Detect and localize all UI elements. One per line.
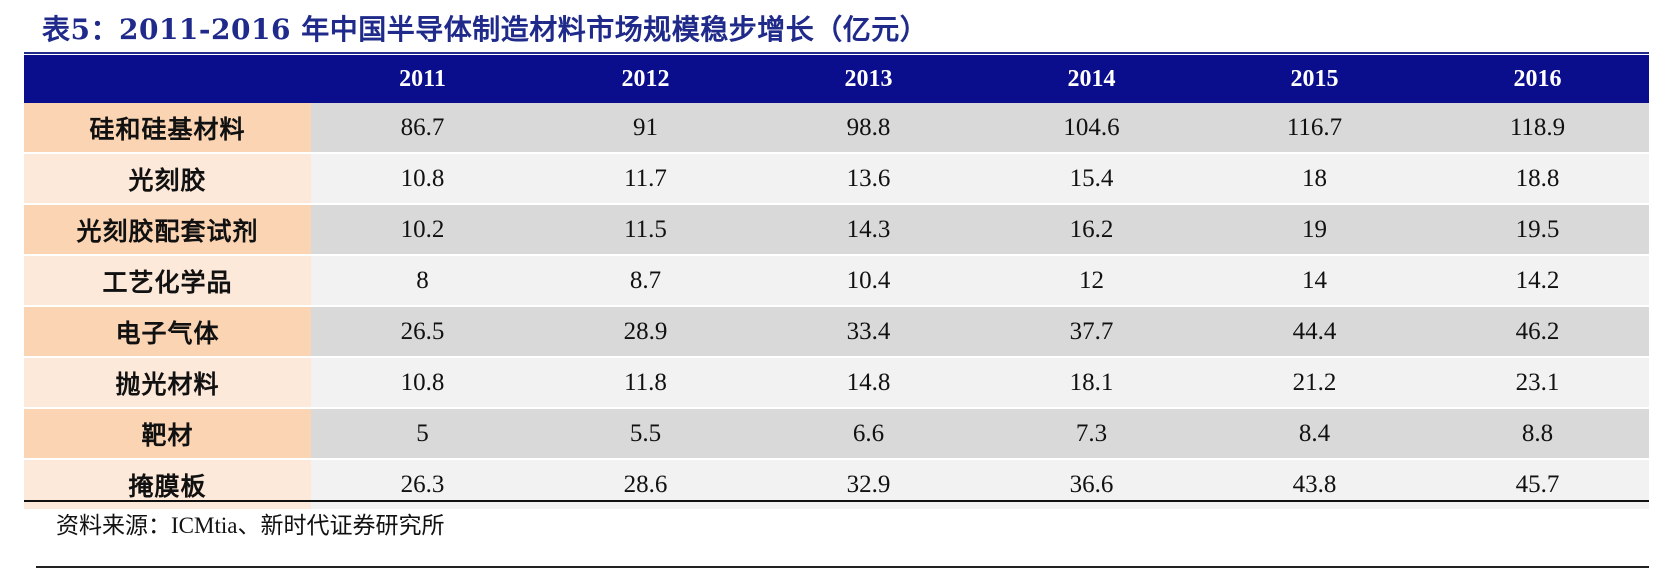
table-cell: 7.3: [980, 408, 1203, 460]
table-cell: 11.5: [534, 204, 757, 256]
table-title: 表5：2011-2016 年中国半导体制造材料市场规模稳步增长（亿元）: [42, 13, 929, 46]
table-cell: 86.7: [311, 103, 534, 154]
table-cell: 33.4: [757, 306, 980, 358]
table-bottom-rule: [24, 500, 1649, 502]
table-cell: 26.3: [311, 459, 534, 511]
table-row: 工艺化学品 8 8.7 10.4 12 14 14.2: [24, 255, 1649, 307]
row-label: 光刻胶配套试剂: [24, 204, 311, 256]
table-cell: 46.2: [1426, 306, 1649, 358]
table-cell: 26.5: [311, 306, 534, 358]
table-cell: 8.7: [534, 255, 757, 307]
table-cell: 36.6: [980, 459, 1203, 511]
table-cell: 28.6: [534, 459, 757, 511]
table-cell: 10.4: [757, 255, 980, 307]
table-cell: 21.2: [1203, 357, 1426, 409]
row-label: 工艺化学品: [24, 255, 311, 307]
table-cell: 10.2: [311, 204, 534, 256]
market-size-table: 2011 2012 2013 2014 2015 2016 硅和硅基材料 86.…: [24, 55, 1649, 511]
table-cell: 8.8: [1426, 408, 1649, 460]
table-cell: 18.8: [1426, 153, 1649, 205]
table-cell: 14.3: [757, 204, 980, 256]
table-cell: 28.9: [534, 306, 757, 358]
table-cell: 18.1: [980, 357, 1203, 409]
row-label: 光刻胶: [24, 153, 311, 205]
table-cell: 32.9: [757, 459, 980, 511]
table-cell: 11.7: [534, 153, 757, 205]
table-row: 抛光材料 10.8 11.8 14.8 18.1 21.2 23.1: [24, 357, 1649, 409]
table-cell: 13.6: [757, 153, 980, 205]
table-cell: 19: [1203, 204, 1426, 256]
header-year-2013: 2013: [757, 55, 980, 103]
table-cell: 10.8: [311, 153, 534, 205]
header-year-2014: 2014: [980, 55, 1203, 103]
table-cell: 43.8: [1203, 459, 1426, 511]
table-cell: 104.6: [980, 103, 1203, 154]
table-cell: 91: [534, 103, 757, 154]
table-cell: 16.2: [980, 204, 1203, 256]
header-corner-cell: [24, 55, 311, 103]
table-cell: 23.1: [1426, 357, 1649, 409]
table-row: 掩膜板 26.3 28.6 32.9 36.6 43.8 45.7: [24, 459, 1649, 511]
table-row: 靶材 5 5.5 6.6 7.3 8.4 8.8: [24, 408, 1649, 460]
header-year-2011: 2011: [311, 55, 534, 103]
table-cell: 8: [311, 255, 534, 307]
table-row: 光刻胶 10.8 11.7 13.6 15.4 18 18.8: [24, 153, 1649, 205]
header-year-2016: 2016: [1426, 55, 1649, 103]
table-cell: 5: [311, 408, 534, 460]
row-label: 电子气体: [24, 306, 311, 358]
table-cell: 8.4: [1203, 408, 1426, 460]
table-cell: 116.7: [1203, 103, 1426, 154]
table-cell: 37.7: [980, 306, 1203, 358]
table-row: 光刻胶配套试剂 10.2 11.5 14.3 16.2 19 19.5: [24, 204, 1649, 256]
table-cell: 18: [1203, 153, 1426, 205]
table-cell: 6.6: [757, 408, 980, 460]
table-header-row: 2011 2012 2013 2014 2015 2016: [24, 55, 1649, 103]
table-cell: 44.4: [1203, 306, 1426, 358]
header-year-2012: 2012: [534, 55, 757, 103]
table-cell: 12: [980, 255, 1203, 307]
table-cell: 10.8: [311, 357, 534, 409]
row-label: 抛光材料: [24, 357, 311, 409]
table-cell: 5.5: [534, 408, 757, 460]
row-label: 靶材: [24, 408, 311, 460]
table-cell: 19.5: [1426, 204, 1649, 256]
table-cell: 14.2: [1426, 255, 1649, 307]
row-label: 掩膜板: [24, 459, 311, 511]
table-cell: 14: [1203, 255, 1426, 307]
table-row: 硅和硅基材料 86.7 91 98.8 104.6 116.7 118.9: [24, 103, 1649, 154]
table-cell: 98.8: [757, 103, 980, 154]
row-label: 硅和硅基材料: [24, 103, 311, 154]
table-cell: 118.9: [1426, 103, 1649, 154]
table-cell: 15.4: [980, 153, 1203, 205]
table-row: 电子气体 26.5 28.9 33.4 37.7 44.4 46.2: [24, 306, 1649, 358]
table-cell: 14.8: [757, 357, 980, 409]
header-year-2015: 2015: [1203, 55, 1426, 103]
table-cell: 11.8: [534, 357, 757, 409]
footer-rule: [36, 566, 1649, 568]
source-note: 资料来源：ICMtia、新时代证券研究所: [56, 513, 445, 538]
title-rule: [24, 52, 1649, 54]
table-cell: 45.7: [1426, 459, 1649, 511]
